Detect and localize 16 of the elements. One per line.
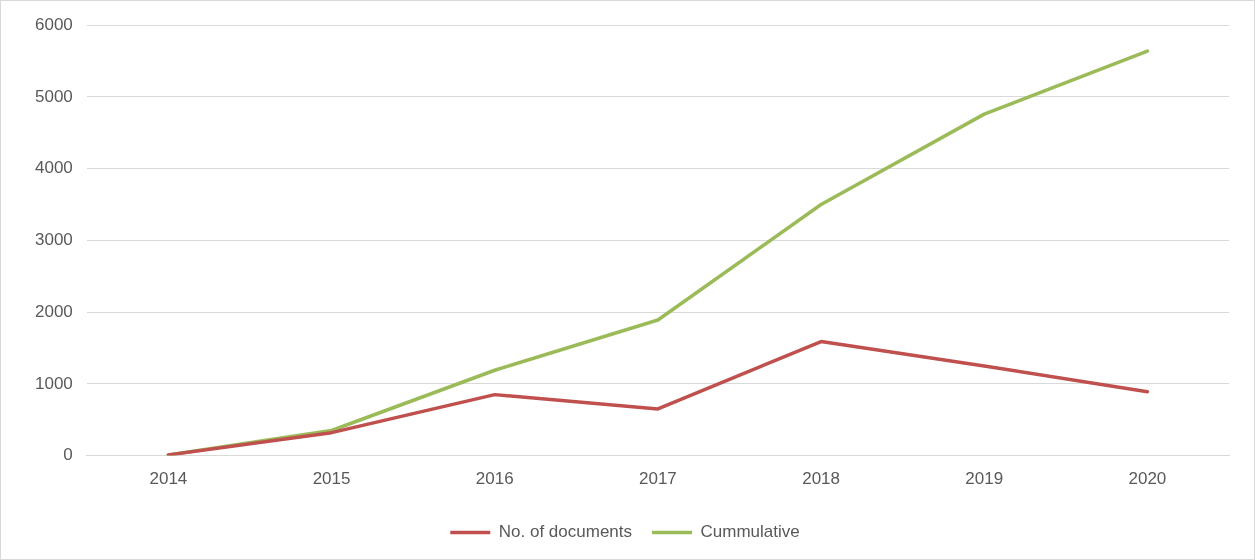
x-tick-label: 2015 — [312, 469, 351, 489]
x-tick-label: 2018 — [802, 469, 840, 489]
y-tick-label: 5000 — [34, 86, 73, 106]
y-tick-label: 1000 — [34, 373, 73, 393]
y-tick-label: 4000 — [34, 158, 73, 178]
x-tick-label: 2017 — [639, 469, 677, 489]
y-tick-label: 6000 — [34, 14, 73, 34]
y-tick-label: 0 — [63, 445, 73, 465]
legend-label: Cummulative — [700, 522, 800, 542]
legend-label: No. of documents — [498, 522, 633, 542]
x-tick-label: 2016 — [475, 469, 514, 489]
x-tick-label: 2014 — [149, 469, 188, 489]
y-tick-label: 2000 — [34, 301, 73, 321]
x-tick-label: 2020 — [1128, 469, 1167, 489]
x-tick-label: 2019 — [965, 469, 1004, 489]
y-tick-label: 3000 — [34, 230, 73, 250]
